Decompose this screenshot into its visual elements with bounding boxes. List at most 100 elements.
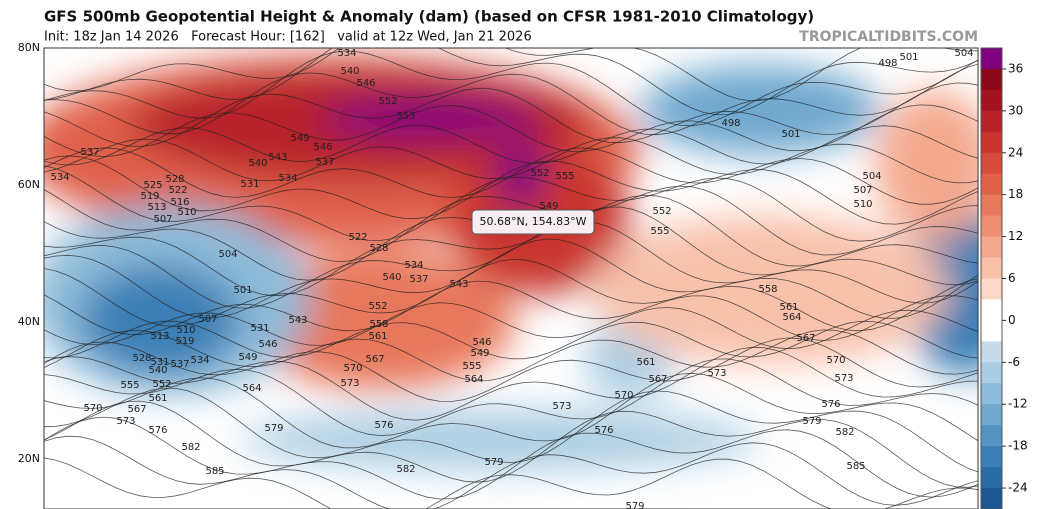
contour-label: 534 bbox=[190, 355, 209, 366]
contour-line bbox=[44, 48, 978, 102]
contour-label: 504 bbox=[218, 249, 237, 260]
colorbar-band bbox=[981, 236, 1002, 259]
contour-line bbox=[44, 329, 978, 382]
contour-label: 540 bbox=[382, 272, 401, 283]
contour-label: 537 bbox=[409, 274, 428, 285]
colorbar-band bbox=[981, 299, 1002, 321]
contour-line bbox=[44, 372, 978, 449]
contour-label: 573 bbox=[552, 401, 571, 412]
colorbar-tick-label: 24 bbox=[1008, 145, 1023, 159]
colorbar-band bbox=[981, 194, 1002, 217]
contour-label: 522 bbox=[168, 185, 187, 196]
contour-label: 537 bbox=[315, 157, 334, 168]
contour-label: 564 bbox=[782, 312, 801, 323]
contour-label: 573 bbox=[116, 416, 135, 427]
colorbar-band bbox=[981, 278, 1002, 300]
contour-label: 525 bbox=[143, 180, 162, 191]
colorbar-band bbox=[981, 173, 1002, 196]
contour-label: 549 bbox=[470, 348, 489, 359]
contour-label: 507 bbox=[198, 314, 217, 325]
contour-label: 507 bbox=[153, 214, 172, 225]
contour-label: 534 bbox=[404, 260, 423, 271]
colorbar-tick-label: -24 bbox=[1008, 481, 1028, 495]
contour-label: 534 bbox=[50, 172, 69, 183]
contour-label: 522 bbox=[348, 232, 367, 243]
title: GFS 500mb Geopotential Height & Anomaly … bbox=[44, 8, 814, 26]
contour-label: 528 bbox=[132, 353, 151, 364]
contour-line bbox=[44, 302, 978, 350]
contour-line bbox=[44, 155, 978, 225]
tooltip-box bbox=[471, 209, 595, 235]
contour-label: 534 bbox=[337, 48, 356, 59]
contour-label: 504 bbox=[862, 171, 881, 182]
contour-label: 540 bbox=[148, 365, 167, 376]
colorbar-tick-label: 30 bbox=[1008, 103, 1023, 117]
contour-label: 555 bbox=[120, 380, 139, 391]
contour-label: 567 bbox=[648, 374, 667, 385]
contour-label: 528 bbox=[165, 174, 184, 185]
contour-label: 549 bbox=[290, 133, 309, 144]
contour-label: 546 bbox=[356, 78, 375, 89]
colorbar-band bbox=[981, 89, 1002, 112]
contour-label: 531 bbox=[250, 323, 269, 334]
colorbar-band bbox=[981, 362, 1002, 384]
contour-label: 528 bbox=[369, 243, 388, 254]
contour-label: 549 bbox=[539, 201, 558, 212]
contour-label: 561 bbox=[779, 302, 798, 313]
colorbar-band bbox=[981, 320, 1002, 342]
colorbar-band bbox=[981, 425, 1002, 447]
contour-label: 555 bbox=[396, 111, 415, 122]
contour-line bbox=[44, 346, 978, 421]
contour-label: 579 bbox=[625, 501, 644, 509]
latitude-label: 20N bbox=[18, 452, 40, 465]
contour-label: 507 bbox=[853, 185, 872, 196]
contour-label: 564 bbox=[242, 383, 261, 394]
contour-label: 513 bbox=[150, 331, 169, 342]
contour-label: 537 bbox=[170, 359, 189, 370]
latitude-label: 80N bbox=[18, 41, 40, 54]
contour-label: 573 bbox=[340, 378, 359, 389]
contour-label: 510 bbox=[177, 207, 196, 218]
contour-label: 504 bbox=[954, 48, 973, 59]
contour-line bbox=[44, 358, 978, 437]
contour-label: 582 bbox=[181, 442, 200, 453]
contour-label: 531 bbox=[150, 357, 169, 368]
contour-label: 570 bbox=[614, 390, 633, 401]
contour-label: 543 bbox=[288, 315, 307, 326]
colorbar-band bbox=[981, 215, 1002, 238]
colorbar-band bbox=[981, 341, 1002, 363]
contour-label: 585 bbox=[205, 466, 224, 477]
contour-line bbox=[44, 337, 978, 402]
colorbar-tick-label: 0 bbox=[1008, 313, 1016, 327]
contour-label: 582 bbox=[396, 464, 415, 475]
contour-label: 543 bbox=[268, 152, 287, 163]
contour-label: 552 bbox=[530, 168, 549, 179]
contour-line bbox=[44, 137, 978, 184]
contour-line bbox=[44, 435, 978, 509]
contour-line bbox=[44, 320, 978, 360]
contour-line bbox=[44, 238, 978, 319]
contour-line bbox=[44, 185, 978, 263]
contour-label: 549 bbox=[238, 352, 257, 363]
contour-label: 567 bbox=[127, 404, 146, 415]
contour-label: 558 bbox=[758, 284, 777, 295]
latitude-label: 60N bbox=[18, 178, 40, 191]
contour-label: 501 bbox=[781, 129, 800, 140]
contour-label: 555 bbox=[462, 361, 481, 372]
contour-label: 555 bbox=[650, 226, 669, 237]
contour-line bbox=[44, 457, 978, 509]
contour-line bbox=[44, 124, 978, 166]
watermark: TROPICALTIDBITS.COM bbox=[799, 29, 978, 45]
contour-label: 546 bbox=[472, 337, 491, 348]
colorbar-tick-label: -12 bbox=[1008, 397, 1028, 411]
contour-line bbox=[44, 82, 978, 148]
colorbar-tick-label: 6 bbox=[1008, 271, 1016, 285]
contour-label: 552 bbox=[378, 96, 397, 107]
contour-line bbox=[44, 165, 978, 242]
tooltip: 50.68°N, 154.83°W bbox=[479, 215, 586, 228]
contour-label: 579 bbox=[264, 423, 283, 434]
contour-label: 576 bbox=[594, 425, 613, 436]
contour-line bbox=[44, 387, 978, 473]
